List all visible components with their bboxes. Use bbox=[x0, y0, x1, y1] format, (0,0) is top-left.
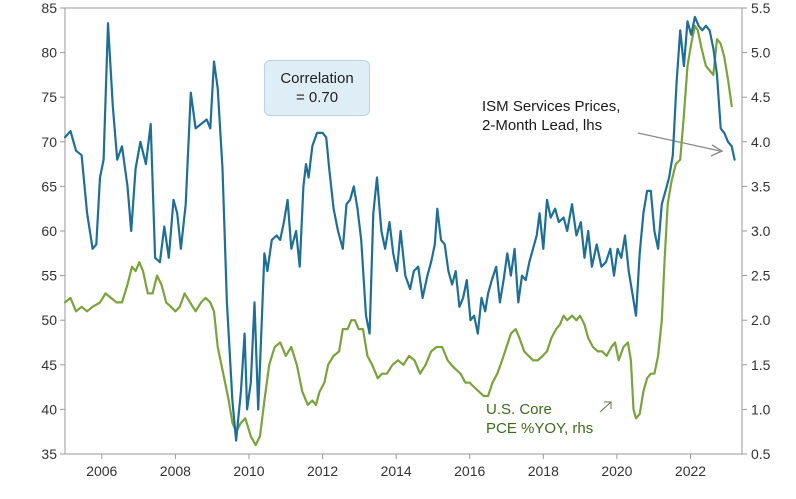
ism-arrow-head bbox=[710, 144, 724, 157]
left-y-tick-label: 65 bbox=[41, 178, 57, 194]
left-y-tick-label: 35 bbox=[41, 446, 57, 462]
chart-series bbox=[63, 15, 736, 447]
x-tick-label: 2008 bbox=[160, 463, 191, 479]
right-y-tick-label: 3.0 bbox=[751, 223, 771, 239]
pce-arrow bbox=[599, 401, 612, 413]
pce-arrow-head bbox=[604, 401, 612, 409]
core-pce-line bbox=[63, 24, 733, 447]
right-y-tick-label: 2.5 bbox=[751, 268, 771, 284]
x-tick-label: 2006 bbox=[86, 463, 117, 479]
ism-series-label: ISM Services Prices, 2-Month Lead, lhs bbox=[482, 97, 620, 135]
right-y-tick-label: 4.5 bbox=[751, 89, 771, 105]
x-axis-ticks: 2006 2008 2010 2012 2014 2016 2018 2020 2022 bbox=[86, 454, 706, 479]
right-y-tick-label: 5.0 bbox=[751, 45, 771, 61]
correlation-annotation: Correlation = 0.70 bbox=[264, 60, 370, 116]
left-y-tick-label: 75 bbox=[41, 89, 57, 105]
x-tick-label: 2022 bbox=[675, 463, 706, 479]
right-y-tick-label: 1.5 bbox=[751, 357, 771, 373]
ism-label-line-1: ISM Services Prices, bbox=[482, 98, 621, 115]
ism-label-line-2: 2-Month Lead, lhs bbox=[482, 117, 603, 134]
right-y-tick-label: 2.0 bbox=[751, 312, 771, 328]
correlation-label: Correlation bbox=[280, 70, 354, 87]
right-y-tick-label: 1.0 bbox=[751, 401, 771, 417]
left-y-tick-label: 40 bbox=[41, 401, 57, 417]
ism-services-prices-line bbox=[63, 15, 736, 442]
x-tick-label: 2012 bbox=[307, 463, 338, 479]
x-tick-label: 2020 bbox=[601, 463, 632, 479]
left-y-tick-label: 70 bbox=[41, 134, 57, 150]
left-y-tick-label: 80 bbox=[41, 45, 57, 61]
x-tick-label: 2010 bbox=[233, 463, 264, 479]
right-y-axis-ticks: 0.5 1.0 1.5 2.0 2.5 3.0 3.5 4.0 4.5 5.0 5.5 bbox=[742, 0, 771, 462]
right-y-tick-label: 5.5 bbox=[751, 0, 771, 16]
x-tick-label: 2018 bbox=[528, 463, 559, 479]
annotation-arrows bbox=[599, 132, 724, 413]
right-y-tick-label: 0.5 bbox=[751, 446, 771, 462]
right-y-tick-label: 3.5 bbox=[751, 178, 771, 194]
ism-arrow bbox=[637, 132, 721, 152]
left-y-tick-label: 60 bbox=[41, 223, 57, 239]
plot-area-frame bbox=[64, 7, 743, 455]
chart-axes bbox=[64, 7, 743, 455]
x-tick-label: 2016 bbox=[454, 463, 485, 479]
left-y-tick-label: 50 bbox=[41, 312, 57, 328]
left-y-tick-label: 45 bbox=[41, 357, 57, 373]
right-y-tick-label: 4.0 bbox=[751, 134, 771, 150]
x-tick-label: 2014 bbox=[381, 463, 412, 479]
pce-series-label: U.S. Core PCE %YOY, rhs bbox=[486, 400, 593, 438]
left-y-axis-ticks: 35 40 45 50 55 60 65 70 75 80 85 bbox=[41, 0, 65, 462]
left-y-tick-label: 55 bbox=[41, 268, 57, 284]
pce-label-line-2: PCE %YOY, rhs bbox=[486, 420, 594, 437]
pce-label-line-1: U.S. Core bbox=[486, 401, 552, 418]
left-y-tick-label: 85 bbox=[41, 0, 57, 16]
correlation-value: = 0.70 bbox=[295, 89, 339, 106]
